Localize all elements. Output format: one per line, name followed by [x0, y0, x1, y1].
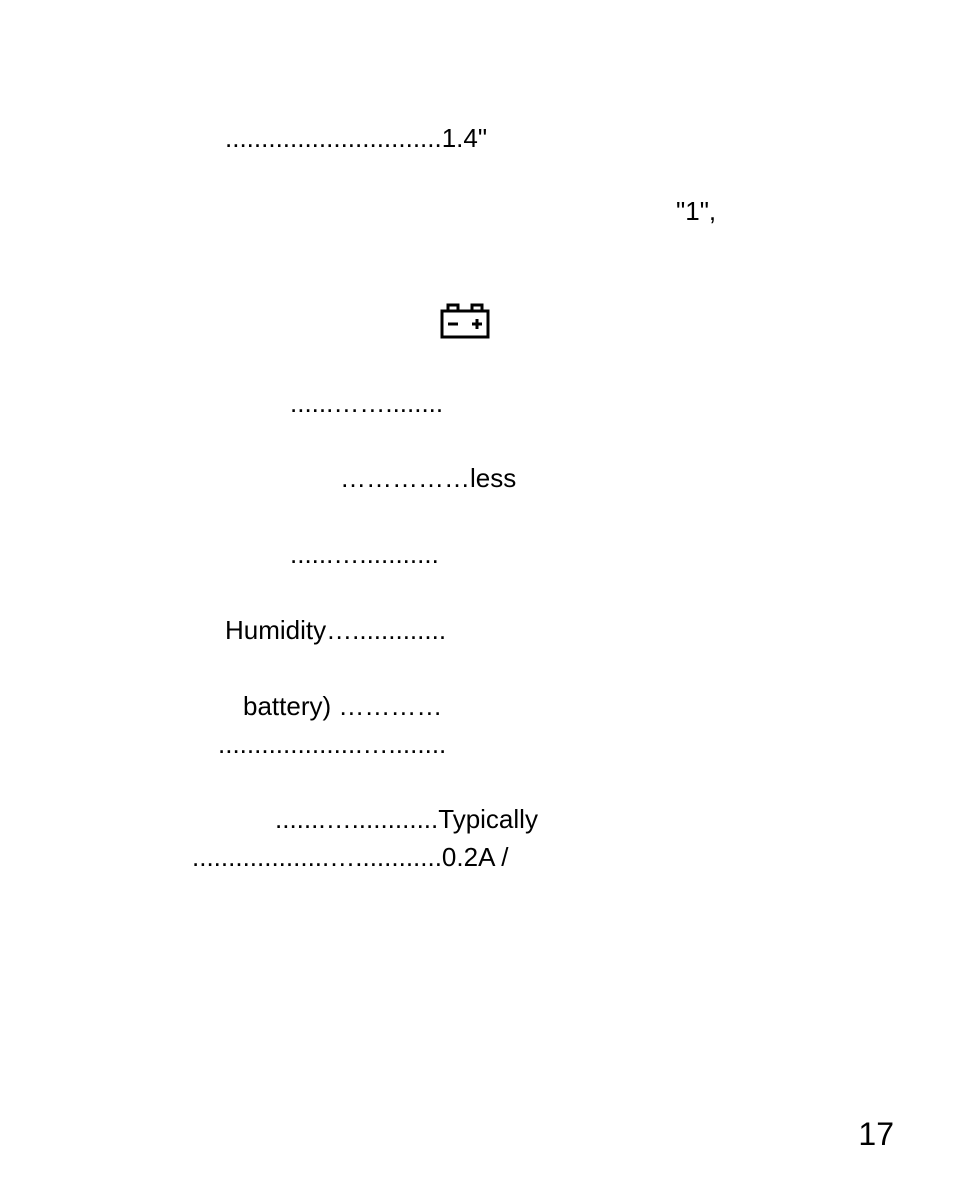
- spec-text-line: ..............................1.4": [225, 123, 487, 154]
- spec-text-line: Humidity….............: [225, 615, 446, 646]
- spec-text-line: ......……........: [290, 388, 443, 419]
- spec-text-line: ...................…............0.2A /: [192, 842, 508, 873]
- spec-text-line: battery) …………: [243, 691, 442, 722]
- spec-text-line: "1",: [676, 196, 716, 227]
- spec-text-line: ....................…........: [218, 729, 446, 760]
- spec-text-line: .......…............Typically: [275, 804, 538, 835]
- spec-text-line: ……………less: [340, 463, 516, 494]
- page-number: 17: [858, 1116, 894, 1153]
- battery-car-icon: [440, 303, 490, 344]
- spec-text-line: ......…...........: [290, 539, 439, 570]
